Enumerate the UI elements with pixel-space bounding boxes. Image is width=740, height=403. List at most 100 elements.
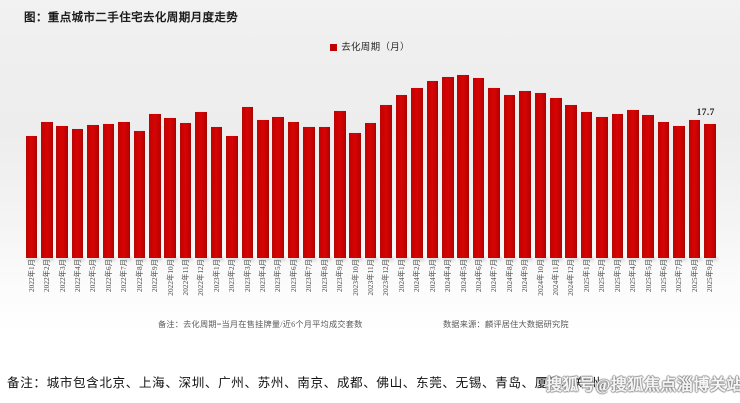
bar-column[interactable] [487,60,502,261]
bar-column[interactable] [178,60,194,261]
bar[interactable] [657,120,670,258]
x-axis-tick-label: 2023年3月 [243,259,252,293]
bar-column[interactable] [194,60,209,261]
bar[interactable] [56,124,69,258]
bar-column[interactable] [518,60,533,261]
bar[interactable] [580,111,593,258]
bar-column[interactable] [302,60,317,261]
bar[interactable] [395,93,408,258]
bar[interactable] [164,117,176,258]
bar-column[interactable] [394,60,410,261]
bar[interactable] [318,126,331,258]
bar-column[interactable] [379,60,394,261]
bar-column[interactable] [132,60,147,261]
bar-column[interactable] [286,60,302,261]
bar[interactable] [287,120,300,258]
bar-column[interactable] [703,60,718,261]
x-axis-labels: 2022年1月 2022年2月 2022年3月 2022年4月 2022年5月 2022年… [24,259,718,311]
bar-column[interactable] [502,60,518,261]
bar[interactable] [272,116,284,258]
bar[interactable] [688,119,701,258]
bar[interactable] [519,90,531,258]
bar-column[interactable] [641,60,656,261]
bar-column[interactable] [348,60,363,261]
bar[interactable] [472,76,485,258]
bar-column[interactable] [255,60,271,261]
bar-column[interactable] [595,60,610,261]
bar[interactable] [411,87,423,258]
bar[interactable] [704,123,716,258]
bar[interactable] [195,111,207,258]
bar-column[interactable] [672,60,687,261]
bar[interactable] [118,120,130,258]
bar-shadow [273,257,286,261]
bar-column[interactable] [425,60,440,261]
bar-column[interactable] [687,60,703,261]
bar-shadow [520,257,533,261]
bar[interactable] [41,120,53,258]
bar-shadow [227,257,240,261]
bar[interactable] [210,125,223,258]
bar[interactable] [133,130,146,258]
x-axis-tick-label: 2024年5月 [459,259,468,293]
bar[interactable] [179,122,192,258]
bar-column[interactable] [271,60,286,261]
bar[interactable] [549,97,562,258]
bar-shadow [42,257,55,261]
bar-column[interactable] [363,60,379,261]
bar[interactable] [148,112,161,258]
bar-column[interactable] [579,60,595,261]
bar-column[interactable] [163,60,178,261]
bar[interactable] [241,106,254,258]
bar[interactable] [457,73,469,258]
bar-column[interactable] [70,60,86,261]
bar-column[interactable] [117,60,132,261]
bar-column[interactable] [625,60,641,261]
bar-column[interactable] [24,60,39,261]
bar-column[interactable] [147,60,163,261]
bar[interactable] [565,104,577,258]
bar[interactable] [673,124,685,258]
bar[interactable] [25,134,38,258]
bar[interactable] [71,127,84,258]
x-axis-tick-label: 2025年3月 [613,259,622,293]
bar[interactable] [534,92,547,258]
x-axis-tick-label: 2022年3月 [58,259,67,293]
bar-column[interactable] [410,60,425,261]
bar[interactable] [503,94,516,258]
bar-column[interactable] [471,60,487,261]
bar[interactable] [596,115,608,258]
bar[interactable] [303,126,315,258]
bar-column[interactable] [440,60,456,261]
bar-column[interactable] [240,60,255,261]
bar-column[interactable] [317,60,333,261]
bar-column[interactable] [86,60,101,261]
bar-column[interactable] [101,60,117,261]
bar[interactable] [488,86,500,258]
bar[interactable] [627,108,639,258]
bar[interactable] [441,76,454,258]
bar[interactable] [256,118,269,258]
bar-column[interactable] [332,60,348,261]
x-axis-tick-label: 2022年10月 [166,259,175,296]
bar[interactable] [102,123,115,258]
bar-column[interactable] [39,60,55,261]
bar[interactable] [349,131,362,258]
bar[interactable] [364,121,377,258]
bar-column[interactable] [656,60,672,261]
bar-column[interactable] [55,60,70,261]
bar[interactable] [380,104,392,258]
bar[interactable] [334,109,346,258]
bar-column[interactable] [548,60,564,261]
bar[interactable] [611,113,624,258]
bar-column[interactable] [610,60,626,261]
bar-column[interactable] [564,60,579,261]
bar-column[interactable] [209,60,225,261]
bar[interactable] [87,123,99,258]
bar[interactable] [426,79,439,258]
bar-column[interactable] [456,60,471,261]
bar-column[interactable] [533,60,548,261]
bar[interactable] [226,135,238,258]
bar[interactable] [642,114,655,258]
bar-column[interactable] [224,60,240,261]
